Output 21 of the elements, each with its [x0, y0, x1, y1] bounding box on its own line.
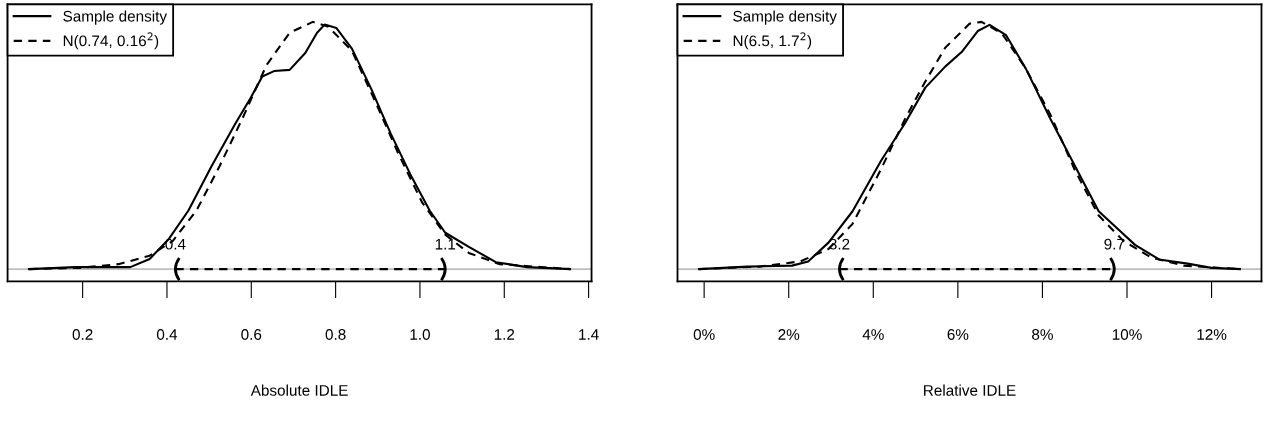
x-tick-label: 0.4: [156, 329, 178, 340]
x-tick-label: 0.2: [72, 329, 93, 340]
x-tick-label: 0%: [693, 329, 715, 340]
x-axis-title: Relative IDLE: [924, 384, 1016, 396]
legend-label: Sample density: [63, 10, 168, 25]
x-tick-label: 12%: [1197, 329, 1227, 340]
x-axis-title: Absolute IDLE: [250, 384, 348, 396]
x-tick-label: 8%: [1032, 329, 1053, 340]
x-tick-label: 6%: [947, 329, 969, 340]
annotation: 1.1: [435, 238, 456, 250]
x-tick-label: 0.6: [241, 329, 262, 340]
x-tick-label: 1.2: [494, 329, 515, 340]
legend-label: N(6.5, 1.7$^{2}$): [733, 32, 812, 50]
x-tick-label: 0.8: [325, 329, 346, 340]
legend-label: N(0.74, 0.16$^{2}$): [63, 32, 159, 50]
x-tick-label: 1.4: [579, 329, 599, 340]
x-tick-label: 4%: [862, 329, 884, 340]
x-tick-label: 10%: [1112, 329, 1142, 340]
x-tick-label: 2%: [778, 329, 800, 340]
x-tick-label: 1.0: [410, 329, 430, 340]
legend-label: Sample density: [733, 10, 837, 25]
